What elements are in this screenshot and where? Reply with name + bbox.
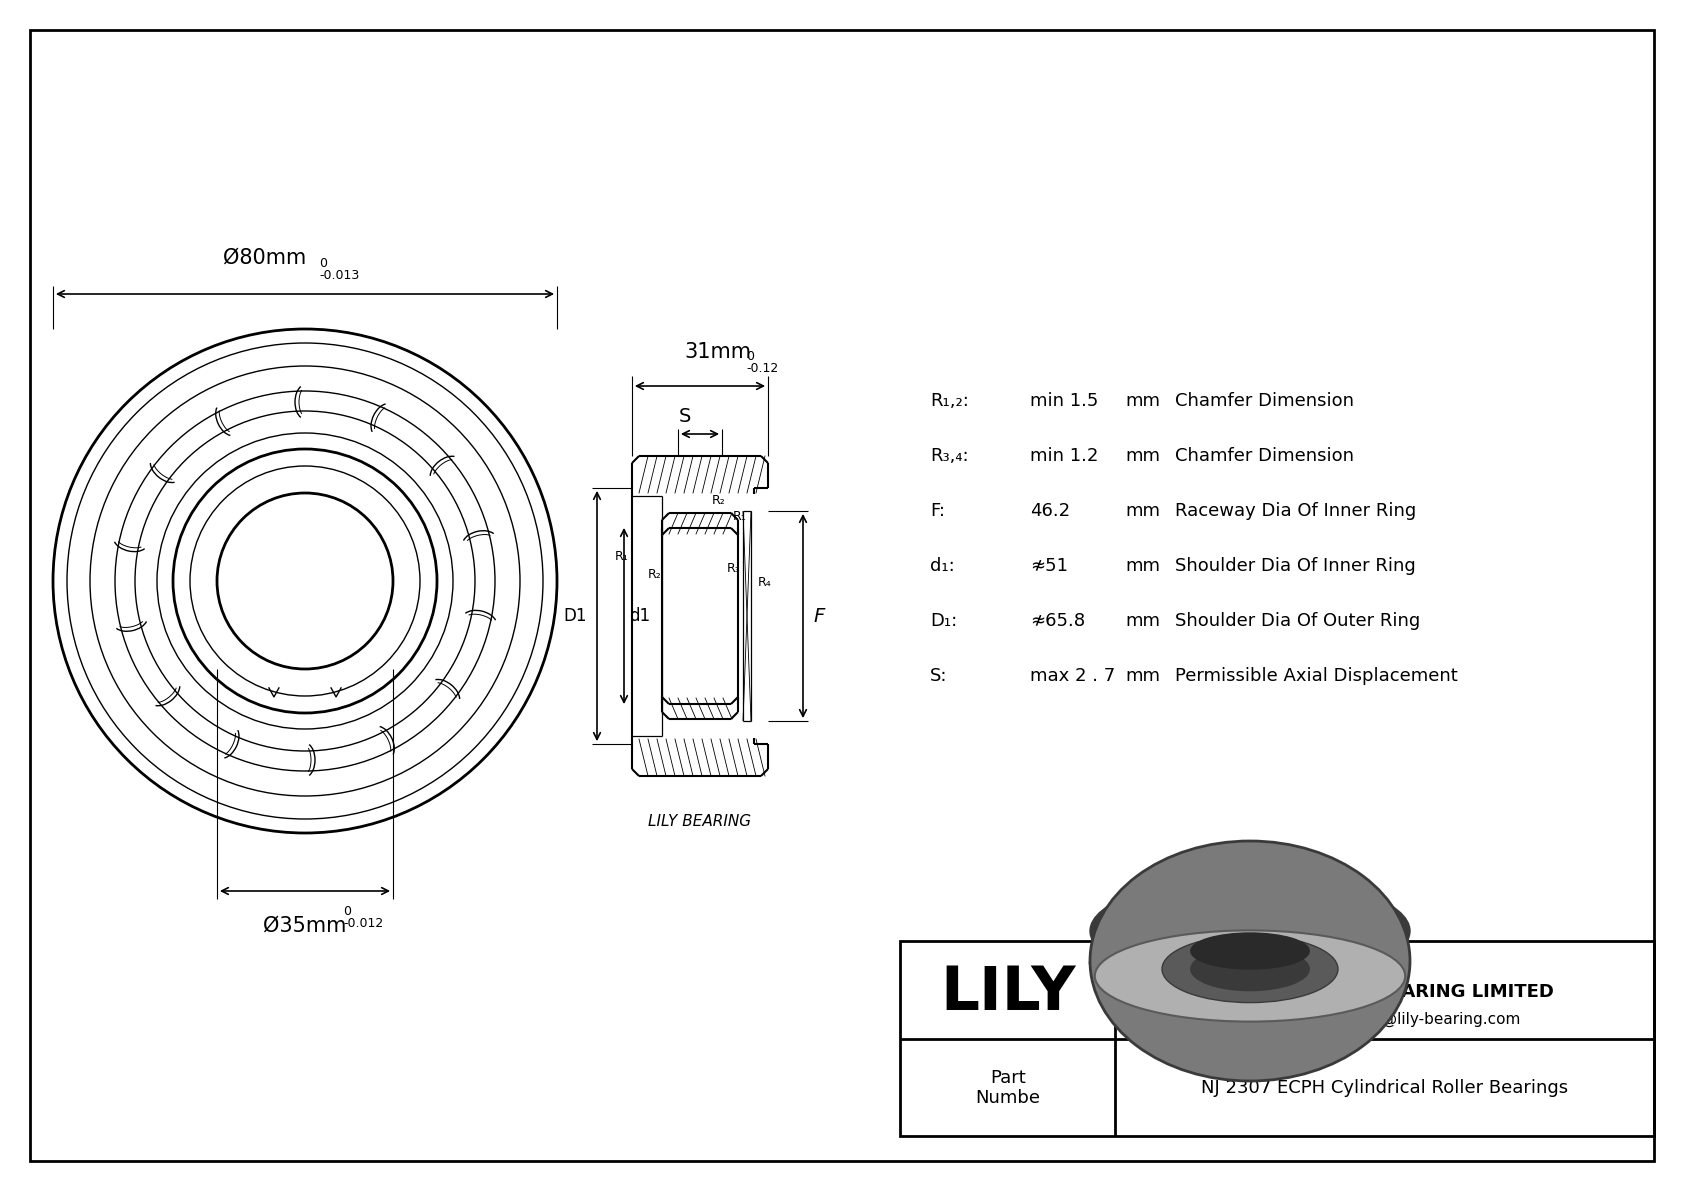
Text: LILY BEARING: LILY BEARING <box>648 813 751 829</box>
Text: d1: d1 <box>630 607 650 625</box>
Text: F: F <box>813 606 823 625</box>
Text: mm: mm <box>1125 612 1160 630</box>
Text: R₃,₄:: R₃,₄: <box>930 447 968 464</box>
Text: R₄: R₄ <box>758 576 771 590</box>
Ellipse shape <box>1191 947 1308 991</box>
Text: d₁:: d₁: <box>930 557 955 575</box>
Text: LILY: LILY <box>940 964 1076 1023</box>
Text: -0.013: -0.013 <box>318 269 359 282</box>
Text: Chamfer Dimension: Chamfer Dimension <box>1175 447 1354 464</box>
Text: 0: 0 <box>746 350 754 363</box>
Bar <box>899 941 1654 1136</box>
Text: -0.012: -0.012 <box>344 917 384 930</box>
Text: S: S <box>679 406 690 425</box>
Text: D₁:: D₁: <box>930 612 957 630</box>
Ellipse shape <box>1090 841 1410 1081</box>
Text: Email: lilybearing@lily-bearing.com: Email: lilybearing@lily-bearing.com <box>1250 1011 1521 1027</box>
Text: R₂: R₂ <box>648 567 662 580</box>
Text: Permissible Axial Displacement: Permissible Axial Displacement <box>1175 667 1458 685</box>
Text: R₂: R₂ <box>712 494 726 507</box>
Text: 46.2: 46.2 <box>1031 501 1069 520</box>
Text: D1: D1 <box>564 607 588 625</box>
Text: mm: mm <box>1125 447 1160 464</box>
Text: F:: F: <box>930 501 945 520</box>
Ellipse shape <box>1095 930 1404 1022</box>
Text: ≉65.8: ≉65.8 <box>1031 612 1084 630</box>
Text: Raceway Dia Of Inner Ring: Raceway Dia Of Inner Ring <box>1175 501 1416 520</box>
Text: Ø80mm: Ø80mm <box>224 248 306 268</box>
Text: SHANGHAI LILY BEARING LIMITED: SHANGHAI LILY BEARING LIMITED <box>1216 983 1553 1000</box>
Text: mm: mm <box>1125 557 1160 575</box>
Text: R₁: R₁ <box>615 549 628 562</box>
Text: ≉51: ≉51 <box>1031 557 1068 575</box>
Text: R₃: R₃ <box>726 561 739 574</box>
Text: 0: 0 <box>344 905 350 918</box>
Text: min 1.5: min 1.5 <box>1031 392 1098 410</box>
Text: Chamfer Dimension: Chamfer Dimension <box>1175 392 1354 410</box>
Ellipse shape <box>1191 933 1308 969</box>
Ellipse shape <box>1162 935 1339 1003</box>
Text: S:: S: <box>930 667 948 685</box>
Text: max 2 . 7: max 2 . 7 <box>1031 667 1115 685</box>
Ellipse shape <box>1090 877 1410 985</box>
Text: -0.12: -0.12 <box>746 362 778 375</box>
Text: min 1.2: min 1.2 <box>1031 447 1098 464</box>
Text: 0: 0 <box>318 257 327 270</box>
Text: mm: mm <box>1125 667 1160 685</box>
Text: Ø35mm: Ø35mm <box>263 916 347 936</box>
Text: ®: ® <box>1084 955 1105 974</box>
Text: NJ 2307 ECPH Cylindrical Roller Bearings: NJ 2307 ECPH Cylindrical Roller Bearings <box>1201 1079 1568 1097</box>
Text: mm: mm <box>1125 501 1160 520</box>
Text: Shoulder Dia Of Inner Ring: Shoulder Dia Of Inner Ring <box>1175 557 1416 575</box>
Text: R₁: R₁ <box>733 510 746 523</box>
Text: Part
Numbe: Part Numbe <box>975 1068 1041 1108</box>
Text: R₁,₂:: R₁,₂: <box>930 392 968 410</box>
Text: 31mm: 31mm <box>684 342 751 362</box>
Text: mm: mm <box>1125 392 1160 410</box>
Text: Shoulder Dia Of Outer Ring: Shoulder Dia Of Outer Ring <box>1175 612 1420 630</box>
